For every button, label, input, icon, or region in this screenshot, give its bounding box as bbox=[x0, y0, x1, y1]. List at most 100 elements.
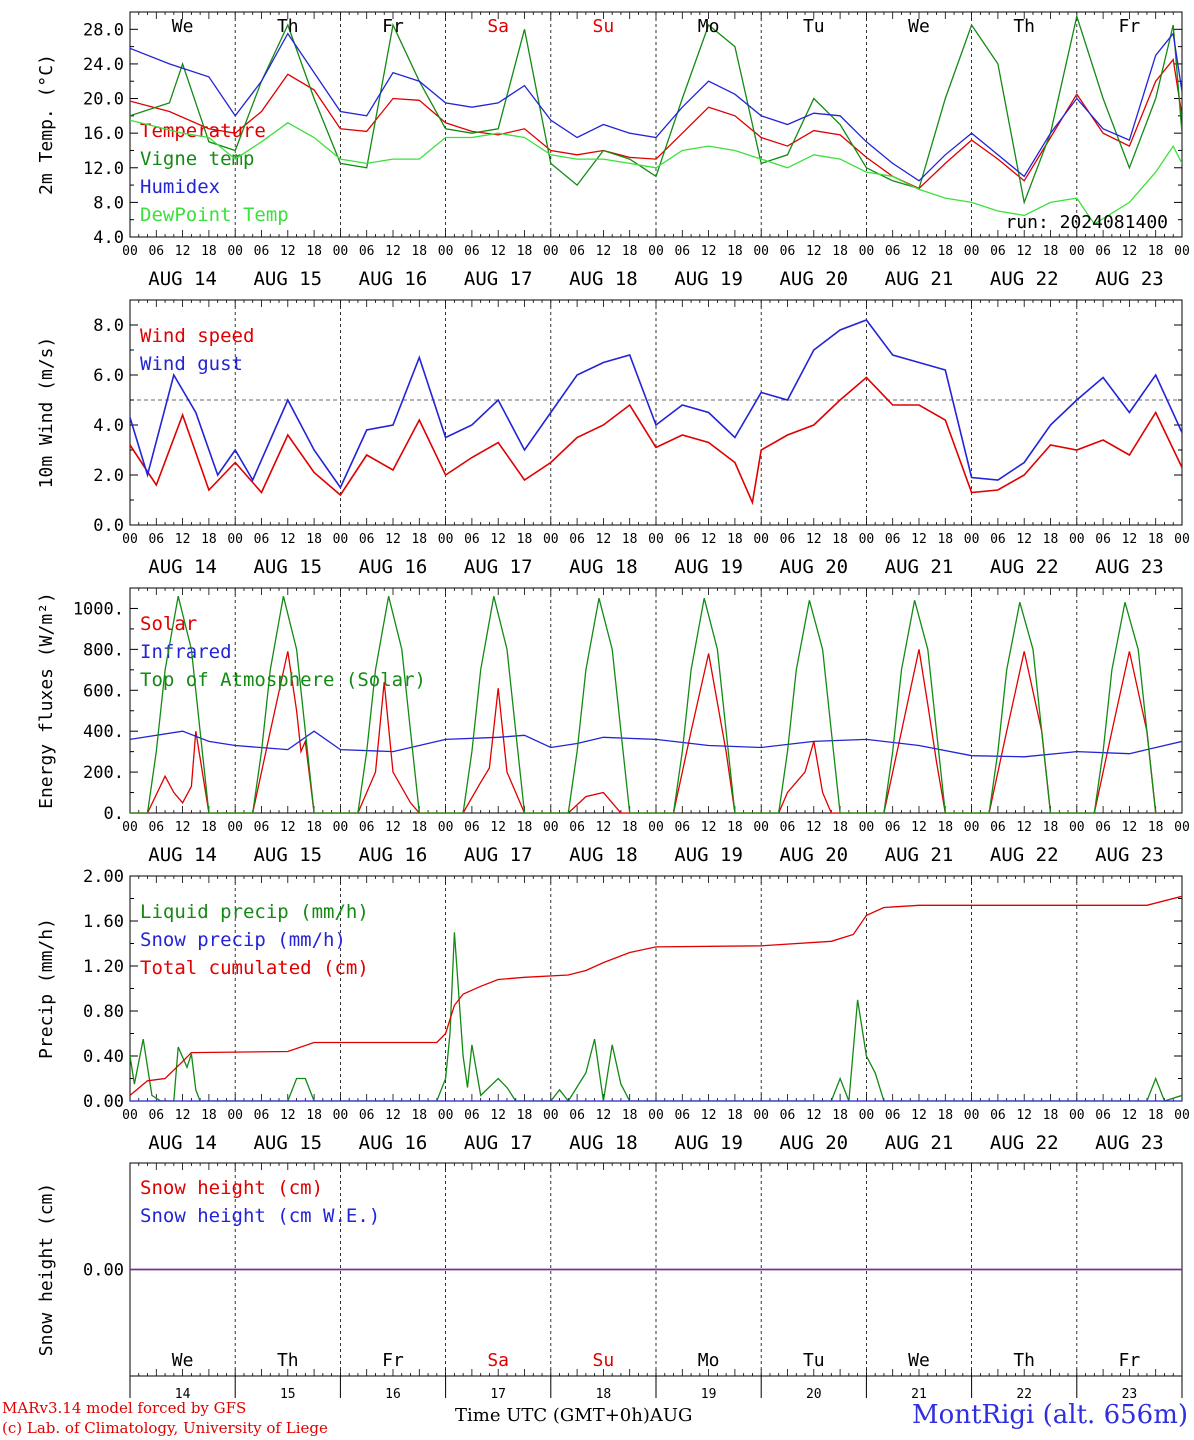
hour-label: 18 bbox=[306, 820, 322, 835]
date-label: AUG 20 bbox=[779, 268, 848, 290]
hour-label: 18 bbox=[727, 820, 743, 835]
hour-label: 06 bbox=[990, 820, 1006, 835]
day-number: 14 bbox=[175, 1387, 191, 1402]
y-tick-label: 0.00 bbox=[83, 1261, 124, 1281]
date-label: AUG 23 bbox=[1095, 556, 1164, 578]
date-label: AUG 16 bbox=[359, 268, 428, 290]
series-line-wind-gust bbox=[130, 319, 1182, 490]
y-tick-label: 200. bbox=[83, 763, 124, 783]
hour-label: 12 bbox=[806, 820, 822, 835]
day-abbrev: Sa bbox=[487, 16, 509, 37]
series-line-total-cumulated-cm- bbox=[130, 895, 1182, 1096]
hour-label: 18 bbox=[622, 820, 638, 835]
hour-label: 12 bbox=[596, 1108, 612, 1123]
legend-entry: Humidex bbox=[140, 176, 220, 198]
y-tick-label: 0.80 bbox=[83, 1002, 124, 1022]
date-label: AUG 16 bbox=[359, 556, 428, 578]
date-label: AUG 22 bbox=[990, 556, 1059, 578]
y-axis-label: Energy fluxes (W/m²) bbox=[36, 592, 57, 809]
series-line-liquid-precip-mm-h- bbox=[130, 932, 1182, 1101]
series-line-vigne-temp bbox=[130, 13, 1182, 205]
series-line-humidex bbox=[130, 32, 1182, 182]
y-tick-label: 24.0 bbox=[83, 55, 124, 75]
hour-label: 06 bbox=[359, 820, 375, 835]
run-annotation: run: 2024081400 bbox=[1005, 212, 1168, 233]
y-tick-label: 16.0 bbox=[83, 124, 124, 144]
day-abbrev: Tu bbox=[803, 1350, 825, 1371]
date-label: AUG 19 bbox=[674, 556, 743, 578]
hour-label: 00 bbox=[438, 244, 454, 259]
hour-label: 12 bbox=[911, 820, 927, 835]
day-abbrev: Th bbox=[1013, 1350, 1035, 1371]
hour-label: 06 bbox=[254, 1108, 270, 1123]
hour-label: 12 bbox=[911, 244, 927, 259]
date-label: AUG 14 bbox=[148, 1132, 217, 1154]
hour-label: 06 bbox=[148, 244, 164, 259]
hour-label: 12 bbox=[1122, 820, 1138, 835]
hour-label: 00 bbox=[964, 820, 980, 835]
legend-entry: Liquid precip (mm/h) bbox=[140, 901, 369, 923]
y-tick-label: 2.00 bbox=[83, 867, 124, 887]
day-abbrev: Th bbox=[277, 1350, 299, 1371]
y-tick-label: 400. bbox=[83, 722, 124, 742]
plot-frame bbox=[129, 587, 1183, 814]
location-label: MontRigi (alt. 656m) bbox=[912, 1400, 1188, 1430]
hour-label: 18 bbox=[201, 532, 217, 547]
hour-label: 12 bbox=[1016, 820, 1032, 835]
y-axis-label: 2m Temp. (°C) bbox=[36, 54, 57, 195]
date-label: AUG 17 bbox=[464, 556, 533, 578]
y-axis-label: Snow height (cm) bbox=[36, 1183, 57, 1356]
date-label: AUG 18 bbox=[569, 268, 638, 290]
series-line-solar bbox=[130, 649, 1157, 813]
day-number: 19 bbox=[701, 1387, 717, 1402]
date-label: AUG 17 bbox=[464, 268, 533, 290]
hour-label: 12 bbox=[596, 244, 612, 259]
panel-5: 0.00 Snow height (cm) Snow height (cm) Snow… bbox=[36, 1162, 1183, 1402]
date-label: AUG 15 bbox=[253, 268, 322, 290]
hour-label: 00 bbox=[1174, 1108, 1190, 1123]
y-tick-label: 1.20 bbox=[83, 957, 124, 977]
hour-label: 06 bbox=[359, 532, 375, 547]
y-tick-label: 0.40 bbox=[83, 1047, 124, 1067]
y-tick-label: 20.0 bbox=[83, 90, 124, 110]
hour-label: 00 bbox=[859, 532, 875, 547]
hour-label: 00 bbox=[1174, 532, 1190, 547]
date-label: AUG 18 bbox=[569, 844, 638, 866]
hour-label: 06 bbox=[674, 1108, 690, 1123]
date-label: AUG 19 bbox=[674, 844, 743, 866]
hour-label: 06 bbox=[464, 820, 480, 835]
hour-label: 12 bbox=[1122, 532, 1138, 547]
legend-entry: Snow precip (mm/h) bbox=[140, 929, 346, 951]
hour-label: 12 bbox=[911, 532, 927, 547]
y-axis-label: Precip (mm/h) bbox=[36, 918, 57, 1059]
hour-label: 12 bbox=[385, 1108, 401, 1123]
y-tick-label: 28.0 bbox=[83, 20, 124, 40]
hour-label: 18 bbox=[832, 532, 848, 547]
date-label: AUG 19 bbox=[674, 268, 743, 290]
hour-label: 00 bbox=[122, 244, 138, 259]
hour-label: 00 bbox=[964, 1108, 980, 1123]
hour-label: 12 bbox=[1016, 1108, 1032, 1123]
hour-label: 12 bbox=[280, 244, 296, 259]
date-label: AUG 23 bbox=[1095, 844, 1164, 866]
hour-label: 06 bbox=[674, 244, 690, 259]
hour-label: 06 bbox=[1095, 532, 1111, 547]
hour-label: 18 bbox=[306, 532, 322, 547]
hour-label: 00 bbox=[438, 820, 454, 835]
hour-label: 18 bbox=[411, 532, 427, 547]
hour-label: 06 bbox=[885, 1108, 901, 1123]
hour-label: 00 bbox=[859, 1108, 875, 1123]
hour-label: 18 bbox=[1148, 532, 1164, 547]
day-abbrev: Mo bbox=[698, 1350, 720, 1371]
hour-label: 00 bbox=[1069, 244, 1085, 259]
hour-label: 06 bbox=[780, 532, 796, 547]
date-label: AUG 19 bbox=[674, 1132, 743, 1154]
hour-label: 12 bbox=[175, 532, 191, 547]
hour-label: 12 bbox=[911, 1108, 927, 1123]
hour-label: 06 bbox=[359, 1108, 375, 1123]
date-label: AUG 21 bbox=[885, 556, 954, 578]
hour-label: 12 bbox=[806, 1108, 822, 1123]
hour-label: 18 bbox=[517, 244, 533, 259]
hour-label: 18 bbox=[201, 820, 217, 835]
date-label: AUG 15 bbox=[253, 1132, 322, 1154]
